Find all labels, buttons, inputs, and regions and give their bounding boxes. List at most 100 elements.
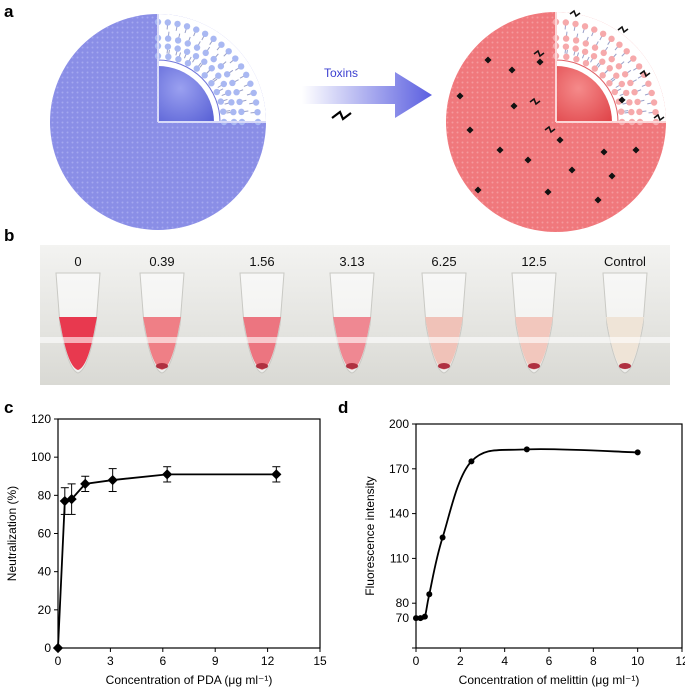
lipid-head	[183, 23, 191, 30]
lipid-head	[164, 19, 172, 26]
lipid-head	[201, 30, 209, 38]
lipid-head	[581, 48, 589, 55]
lipid-head	[650, 99, 658, 106]
tube-liquid	[515, 317, 553, 370]
toxin-marker	[600, 148, 608, 156]
x-tick-label: 6	[546, 654, 553, 668]
data-point	[271, 469, 282, 480]
lipid-head	[218, 41, 225, 48]
tube-pellet	[619, 363, 631, 369]
toxin-marker	[632, 146, 640, 154]
toxin-symbol-icon	[653, 113, 665, 122]
toxin-symbol-icon	[544, 125, 556, 134]
tube-liquid	[606, 317, 644, 370]
lipid-head	[599, 72, 606, 79]
toxin-marker	[508, 66, 516, 74]
toxin-marker	[510, 102, 518, 110]
y-tick-label: 170	[389, 462, 409, 476]
lipid-head	[208, 80, 215, 87]
lipid-head	[230, 108, 237, 116]
tube-label: 1.56	[249, 254, 274, 269]
series-line	[415, 448, 638, 620]
tube-3: 3.13	[329, 254, 375, 374]
x-tick-label: 0	[55, 654, 62, 668]
lipid-bilayer-blue	[154, 18, 262, 126]
y-tick-label: 120	[31, 412, 51, 426]
lipid-head	[590, 52, 598, 60]
y-axis-label: Fluorescence intensity	[363, 476, 377, 595]
lipid-head	[631, 89, 638, 96]
lipid-head	[217, 98, 224, 105]
x-axis-label: Concentration of PDA (μg ml⁻¹)	[106, 673, 273, 687]
lipid-head	[242, 71, 250, 79]
lipid-head	[591, 26, 598, 33]
y-axis-label: Neutralization (%)	[5, 486, 19, 581]
tube-pellet	[156, 363, 168, 369]
tube-label: 0	[74, 254, 81, 269]
lipid-head	[599, 30, 607, 38]
lipid-head	[600, 49, 607, 57]
lipid-head	[208, 65, 215, 72]
lipid-head	[611, 88, 619, 96]
lipid-head	[183, 48, 191, 55]
toxin-marker	[568, 166, 576, 174]
rack-edge	[40, 337, 670, 343]
lipid-head	[616, 41, 623, 48]
toxin-symbol-icon	[331, 110, 352, 121]
lipid-head	[210, 55, 217, 63]
toxin-marker	[556, 136, 564, 144]
lipid-head	[645, 80, 652, 87]
toxin-marker	[594, 196, 602, 204]
tube-liquid	[59, 317, 97, 370]
lipid-head	[635, 63, 643, 70]
lipid-head	[627, 79, 634, 87]
x-tick-label: 8	[590, 654, 597, 668]
lipid-bilayer-red	[552, 18, 660, 126]
lipid-head	[623, 89, 630, 97]
lipid-head	[232, 55, 239, 62]
lipid-head	[229, 79, 236, 87]
y-tick-label: 80	[396, 596, 410, 610]
toxin-marker	[484, 56, 492, 64]
y-tick-label: 0	[44, 641, 51, 655]
toxin-symbol-icon	[617, 25, 629, 34]
lipid-head	[238, 108, 245, 116]
vesicle-red	[446, 9, 666, 232]
panel-label-c: c	[4, 398, 14, 417]
lipid-head	[608, 35, 615, 43]
data-point	[468, 458, 475, 465]
lipid-head	[581, 23, 589, 30]
lipid-head	[217, 63, 225, 70]
lipid-head	[225, 48, 232, 55]
lipid-head	[254, 108, 261, 116]
tube-label: 6.25	[431, 254, 456, 269]
lipid-head	[652, 108, 659, 116]
lipid-head	[220, 80, 228, 88]
panel-label-d: d	[338, 398, 349, 417]
lipid-head	[213, 88, 221, 96]
lipid-head	[621, 71, 629, 78]
lipid-head	[613, 72, 620, 79]
tube-liquid	[425, 317, 463, 370]
y-tick-label: 60	[38, 527, 52, 541]
x-tick-label: 9	[212, 654, 219, 668]
lipid-head	[228, 99, 235, 106]
tube-label: 0.39	[149, 254, 174, 269]
tube-label: Control	[604, 254, 646, 269]
y-tick-label: 140	[389, 507, 409, 521]
lipid-head	[634, 98, 641, 106]
lipid-head	[582, 40, 589, 47]
toxin-marker	[608, 172, 616, 180]
lipid-head	[225, 89, 232, 97]
tube-4: 6.25	[421, 254, 467, 374]
toxin-arrow: Toxins	[302, 66, 432, 121]
tube-pellet	[528, 363, 540, 369]
arrow-label: Toxins	[324, 66, 358, 80]
tube-5: 12.5	[511, 254, 557, 374]
lipid-head	[626, 99, 633, 106]
lipid-head	[599, 58, 606, 65]
toxin-marker	[474, 186, 482, 194]
toxin-symbol-icon	[533, 49, 545, 58]
y-tick-label: 20	[38, 603, 52, 617]
x-tick-label: 12	[261, 654, 275, 668]
